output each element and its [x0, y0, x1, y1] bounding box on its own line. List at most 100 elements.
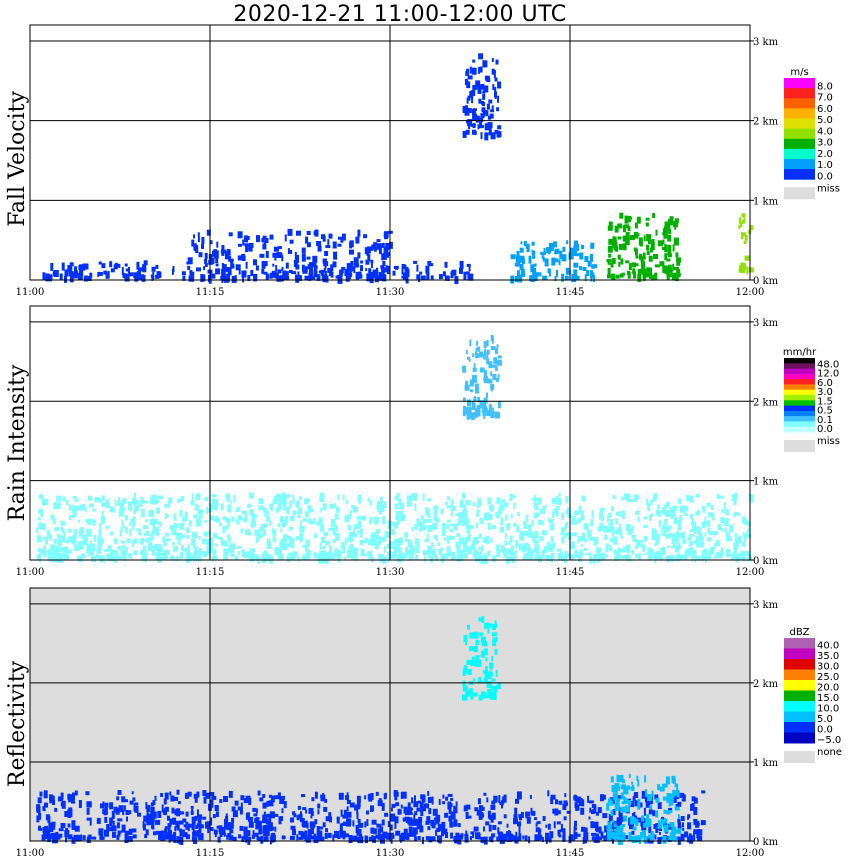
cell-light-rain: [36, 492, 754, 564]
y-tick-label: 3 km: [753, 318, 779, 329]
colorbar-swatch: [784, 78, 815, 89]
colorbar-label: 1.5: [817, 396, 833, 407]
colorbar-swatch: [784, 148, 815, 160]
figure-title: 2020-12-21 11:00-12:00 UTC: [233, 2, 567, 27]
plot-frame: [29, 24, 751, 281]
colorbar-swatch: [784, 680, 815, 691]
x-tick-label: 12:00: [736, 287, 765, 298]
colorbar-swatch: [784, 410, 815, 417]
colorbar-swatch: [784, 648, 815, 660]
data-cells: [42, 53, 754, 284]
panel-ylabel: Rain Intensity: [5, 364, 30, 521]
colorbar-swatch: [784, 732, 815, 744]
colorbar-label: 7.0: [817, 93, 833, 104]
cell-elevated-cell: [462, 53, 502, 141]
colorbar-label: 15.0: [817, 693, 839, 704]
x-tick-label: 11:00: [16, 567, 45, 578]
y-tick-label: 2 km: [753, 679, 779, 690]
colorbar-missing-swatch: [784, 187, 815, 200]
x-tick-label: 11:15: [196, 848, 225, 859]
colorbar-swatch: [784, 722, 815, 733]
colorbar-label: 4.0: [817, 126, 833, 137]
colorbar-swatch: [784, 138, 815, 150]
y-tick-label: 3 km: [753, 600, 779, 611]
colorbar-unit: mm/hr: [783, 347, 817, 358]
colorbar-swatch: [784, 638, 815, 649]
y-tick-label: 2 km: [753, 117, 779, 128]
colorbar-label: 5.0: [817, 714, 833, 725]
panel-reflectivity: 11:00 11:15 11:30 11:45 12:00 3 km 2 km 1 km 0 k…: [5, 587, 842, 859]
colorbar-swatch: [784, 711, 815, 723]
colorbar-label: 0.0: [817, 171, 833, 182]
colorbar-label: 25.0: [817, 672, 839, 683]
x-tick-label: 11:15: [196, 567, 225, 578]
x-tick-label: 11:45: [556, 848, 585, 859]
colorbar-swatch: [784, 159, 815, 170]
x-tick-label: 11:30: [376, 287, 405, 298]
colorbar-label: 0.0: [817, 424, 833, 435]
colorbar-unit: dBZ: [789, 627, 809, 638]
colorbar-label: 0.0: [817, 725, 833, 736]
x-tick-label: 11:00: [16, 287, 45, 298]
colorbar-label: 0.5: [817, 406, 833, 417]
colorbar-swatch: [784, 128, 815, 140]
colorbar-label: 12.0: [817, 369, 839, 380]
colorbar-swatch: [784, 379, 815, 385]
colorbar-label: 3.0: [817, 138, 833, 149]
colorbar-label: 8.0: [817, 81, 833, 92]
colorbar-swatch: [784, 169, 815, 180]
colorbar-label: 10.0: [817, 704, 839, 715]
colorbar-missing-label: none: [817, 747, 842, 758]
colorbar-swatch: [784, 669, 815, 681]
y-tick-label: 1 km: [753, 477, 779, 488]
colorbar-label: 20.0: [817, 683, 839, 694]
colorbar-swatch: [784, 421, 815, 428]
panel-fall-velocity: 11:00 11:15 11:30 11:45 12:00 3 km 2 km 1 km 0 k…: [5, 24, 840, 298]
colorbar-swatch: [784, 701, 815, 712]
data-cells: [36, 335, 754, 564]
cell-low-cells-3: [392, 260, 474, 284]
colorbar-swatch: [784, 373, 815, 380]
cell-cell-48-54: [606, 212, 682, 282]
colorbar-label: 30.0: [817, 662, 839, 673]
colorbar-label: 3.0: [817, 387, 833, 398]
y-tick-label: 2 km: [753, 397, 779, 408]
y-tick-label: 3 km: [753, 37, 779, 48]
x-tick-label: 11:45: [556, 567, 585, 578]
colorbar-missing-label: miss: [817, 183, 840, 194]
colorbar-unit: m/s: [790, 67, 808, 78]
cell-elevated-cell: [462, 335, 502, 420]
cell-cell-48-54: [606, 773, 682, 845]
plot-frame: [29, 305, 751, 561]
colorbar-label: 35.0: [817, 651, 839, 662]
plot-frame: [29, 587, 751, 842]
colorbar-label: 1.0: [817, 160, 833, 171]
colorbar-missing-label: miss: [817, 436, 840, 447]
colorbar-label: 5.0: [817, 115, 833, 126]
cell-low-cells-1: [42, 260, 186, 283]
colorbar-swatch: [784, 363, 815, 370]
y-tick-label: 1 km: [753, 196, 779, 207]
panel-ylabel: Reflectivity: [5, 660, 30, 787]
x-tick-label: 11:00: [16, 848, 45, 859]
colorbar-label: 40.0: [817, 641, 839, 652]
x-tick-label: 12:00: [736, 848, 765, 859]
colorbar-label: 6.0: [817, 104, 833, 115]
colorbar-missing-swatch: [784, 751, 815, 763]
colorbar-swatch: [784, 118, 815, 130]
colorbar-swatch: [784, 389, 815, 396]
colorbar-swatch: [784, 88, 815, 99]
colorbar-swatch: [784, 690, 815, 702]
y-tick-label: 0 km: [753, 276, 779, 287]
colorbar-swatch: [784, 405, 815, 412]
colorbar-swatch: [784, 384, 815, 391]
colorbar-swatch: [784, 395, 815, 401]
colorbar-swatch: [784, 659, 815, 670]
x-tick-label: 12:00: [736, 567, 765, 578]
y-tick-label: 1 km: [753, 758, 779, 769]
colorbar-swatch: [784, 98, 815, 109]
colorbar-label: 0.1: [817, 415, 833, 426]
colorbar-missing-swatch: [784, 440, 815, 452]
